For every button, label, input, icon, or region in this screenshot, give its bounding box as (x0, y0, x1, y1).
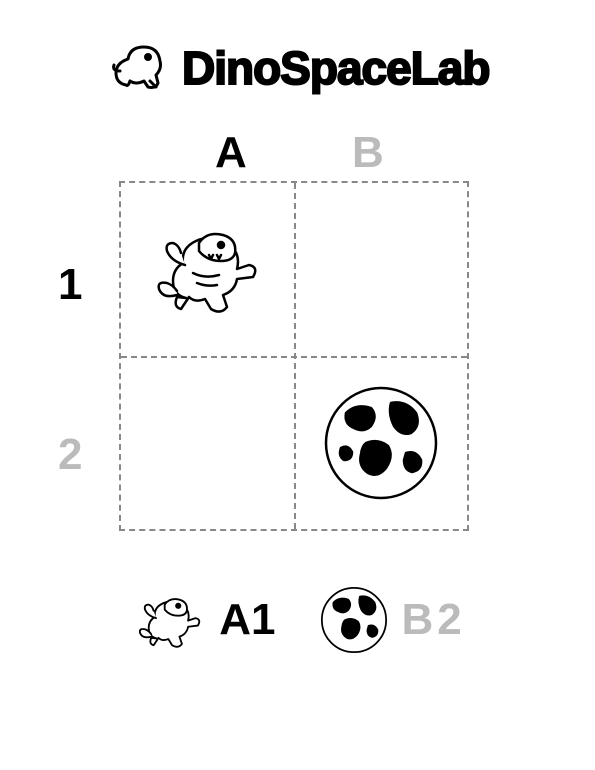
logo-row: DinoSpaceLab (0, 35, 595, 101)
cell-a1-content (141, 203, 271, 333)
row-header-1: 1 (58, 260, 82, 310)
answer-item-2: B2 (316, 582, 466, 658)
dino-astronaut-icon (141, 203, 271, 333)
coordinate-grid (119, 181, 469, 531)
row-header-2: 2 (58, 430, 86, 480)
answer-row: A1 B2 (0, 580, 595, 660)
answer-label-1: A1 (219, 595, 275, 645)
answer-label-2: B2 (402, 595, 466, 645)
earth-icon (316, 582, 392, 658)
answer-item-1: A1 (129, 580, 275, 660)
cell-b2-content (316, 378, 446, 508)
logo-text: DinoSpaceLab (182, 41, 490, 95)
column-header-b: B (352, 128, 388, 178)
dino-logo-icon (106, 35, 172, 101)
earth-icon (316, 378, 446, 508)
column-header-a: A (215, 128, 247, 178)
worksheet-page: DinoSpaceLab A B 1 2 (0, 0, 595, 770)
dino-astronaut-icon (129, 580, 209, 660)
grid-horizontal-divider (121, 356, 467, 358)
